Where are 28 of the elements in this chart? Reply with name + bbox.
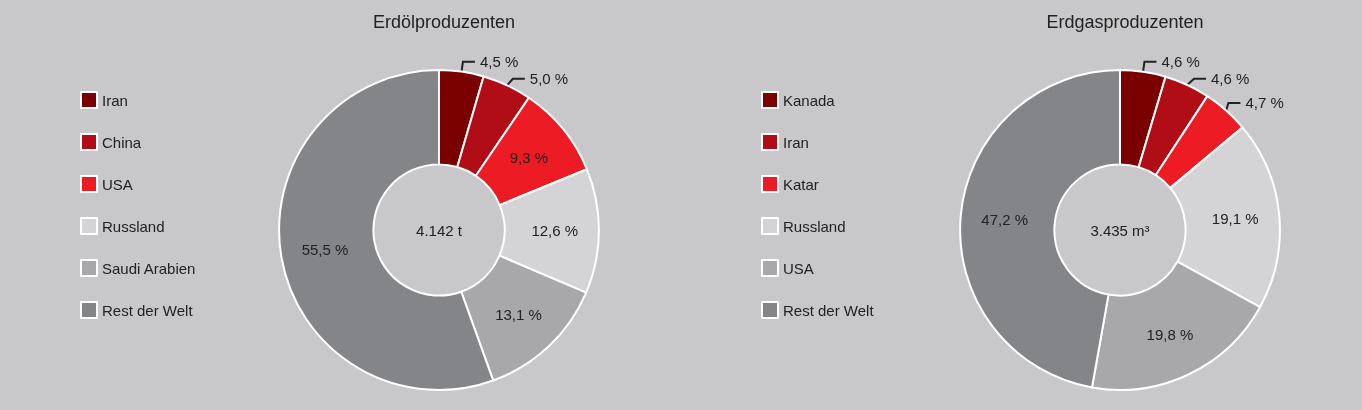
data-label: 55,5 % <box>301 241 349 259</box>
data-label: 4,5 % <box>479 53 519 71</box>
legend-label: USA <box>102 175 133 193</box>
data-label: 47,2 % <box>981 211 1029 229</box>
text: 3.435 m³ <box>1090 221 1150 239</box>
data-label: 13,1 % <box>495 305 542 323</box>
legend-label: China <box>102 133 142 151</box>
data-label: 12,6 % <box>531 222 579 240</box>
legend-label: Iran <box>783 133 809 151</box>
data-label: 9,3 % <box>509 148 549 166</box>
legend-label: USA <box>783 259 814 277</box>
legend-label: Saudi Arabien <box>102 259 196 277</box>
data-label: 19,8 % <box>1146 325 1194 343</box>
chart-title: Erdölproduzenten <box>372 12 516 32</box>
data-label: 4,6 % <box>1211 70 1250 88</box>
legend-label: Russland <box>783 217 846 235</box>
legend-label: Iran <box>102 91 128 109</box>
data-label: 5,0 % <box>529 70 569 88</box>
chart-title: Erdgasproduzenten <box>1046 12 1204 32</box>
data-label: 4,6 % <box>1161 53 1200 71</box>
data-label: 4,7 % <box>1245 94 1284 112</box>
text: 4.142 t <box>416 221 463 239</box>
legend-label: Rest der Welt <box>102 301 194 319</box>
legend-label: Katar <box>783 175 819 193</box>
data-label: 19,1 % <box>1211 210 1259 228</box>
legend-label: Kanada <box>783 91 836 109</box>
legend-label: Rest der Welt <box>783 301 875 319</box>
legend-label: Russland <box>102 217 165 235</box>
